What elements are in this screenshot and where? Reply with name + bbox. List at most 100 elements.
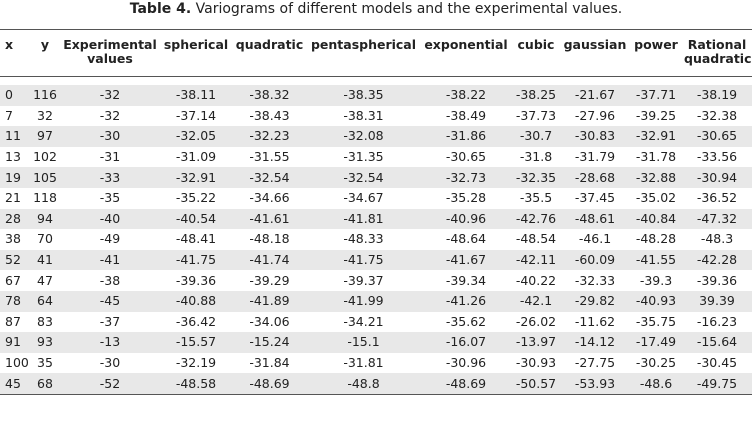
table-cell: -37.73 <box>515 107 557 123</box>
table-cell: -39.36 <box>696 272 738 288</box>
table-cell: -37.14 <box>175 107 217 123</box>
table-cell: 21 <box>5 190 21 206</box>
column-header: Experimental values <box>63 37 157 66</box>
table-cell: -38.49 <box>445 107 487 123</box>
table-cell: -35.75 <box>635 313 677 329</box>
table-cell: 39.39 <box>699 293 735 309</box>
table-cell: -38.31 <box>343 107 384 123</box>
table-cell: 116 <box>33 87 57 103</box>
table-cell: -38 <box>99 272 121 288</box>
table-cell: -31.35 <box>343 149 384 165</box>
table-cell: -31.81 <box>343 355 384 371</box>
table-cell: -32.91 <box>635 128 677 144</box>
table-cell: 78 <box>5 293 21 309</box>
table-cell: -35.22 <box>175 190 217 206</box>
table-row: 13 102 -31 -31.09 -31.55 -31.35 -30.65 -31.8 -31… <box>0 146 752 168</box>
table-cell: -38.32 <box>249 87 290 103</box>
caption-label: Table 4. <box>129 1 192 17</box>
table-cell: -35.62 <box>445 313 487 329</box>
table-cell: -32.54 <box>249 169 290 185</box>
table-cell: -48.28 <box>635 231 677 247</box>
table-cell: 64 <box>37 293 53 309</box>
table-cell: 47 <box>37 272 53 288</box>
table-cell: 67 <box>5 272 21 288</box>
table-cell: 105 <box>33 169 57 185</box>
table-cell: -32.91 <box>175 169 217 185</box>
table-cell: -37 <box>99 313 121 329</box>
table-row: 11 97 -30 -32.05 -32.23 -32.08 -31.86 -30.7 -30.… <box>0 126 752 147</box>
table-cell: -41.81 <box>343 210 384 226</box>
table-cell: -31 <box>99 149 121 165</box>
table-cell: -40.54 <box>175 210 217 226</box>
table-cell: -42.1 <box>519 293 553 309</box>
table-cell: -40.96 <box>445 210 487 226</box>
table-cell: -40.22 <box>515 272 557 288</box>
table-cell: -41.99 <box>343 293 384 309</box>
table-cell: -41.26 <box>445 293 487 309</box>
table-cell: -41.55 <box>635 252 677 268</box>
table-cell: -30.93 <box>515 355 557 371</box>
table-cell: 7 <box>5 107 13 123</box>
column-header: y <box>40 37 50 52</box>
table-cell: 70 <box>37 231 53 247</box>
table-row: 38 70 -49 -48.41 -48.18 -48.33 -48.64 -48.54 -46… <box>0 229 752 250</box>
table-cell: -34.06 <box>249 313 290 329</box>
table-cell: -39.3 <box>639 272 673 288</box>
table-cell: -46.1 <box>578 231 612 247</box>
table-cell: -39.29 <box>249 272 290 288</box>
caption: Table 4. Variograms of different models … <box>0 0 752 18</box>
table-cell: -52 <box>99 375 121 391</box>
column-header: cubic <box>517 37 555 52</box>
table-cell: -31.8 <box>519 149 553 165</box>
table-cell: -35.02 <box>635 190 677 206</box>
table-cell: -35.28 <box>445 190 487 206</box>
table-cell: -32.19 <box>175 355 217 371</box>
table-cell: -30.94 <box>696 169 738 185</box>
table-row: 91 93 -13 -15.57 -15.24 -15.1 -16.07 -13.97 -14.… <box>0 332 752 353</box>
table-cell: -38.22 <box>445 87 487 103</box>
table-row: 78 64 -45 -40.88 -41.89 -41.99 -41.26 -42.1 -29.… <box>0 290 752 312</box>
table-cell: 28 <box>5 210 21 226</box>
table-body: 0 116 -32 -38.11 -38.32 -38.35 -38.22 -38.25 -21… <box>0 76 752 395</box>
table-cell: -35.5 <box>519 190 553 206</box>
column-header: gaussian <box>563 37 627 52</box>
table-cell: 91 <box>5 334 21 350</box>
table-cell: 41 <box>37 252 53 268</box>
column-header: exponential <box>424 37 508 52</box>
table-cell: -48.3 <box>700 231 734 247</box>
table-cell: -48.33 <box>343 231 384 247</box>
table-row: 67 47 -38 -39.36 -39.29 -39.37 -39.34 -40.22 -32… <box>0 270 752 291</box>
column-header: x <box>5 37 14 52</box>
table-cell: -30.45 <box>696 355 738 371</box>
column-header: power <box>634 37 678 52</box>
column-header: pentaspherical <box>310 37 417 52</box>
table-cell: -33.56 <box>696 149 738 165</box>
table-cell: -38.35 <box>343 87 384 103</box>
table-row: 7 32 -32 -37.14 -38.43 -38.31 -38.49 -37.73 -27.… <box>0 105 752 127</box>
table-cell: -30.65 <box>696 128 738 144</box>
table-cell: -30.65 <box>445 149 487 165</box>
table-cell: -48.6 <box>639 375 673 391</box>
table-cell: -32 <box>99 107 121 123</box>
table-cell: -38.25 <box>515 87 557 103</box>
table-cell: 97 <box>37 128 53 144</box>
table-cell: -35 <box>99 190 121 206</box>
table-cell: -34.21 <box>343 313 384 329</box>
table-cell: -36.42 <box>175 313 217 329</box>
table-cell: 35 <box>37 355 53 371</box>
table-cell: -32.05 <box>175 128 217 144</box>
table-cell: -48.69 <box>445 375 487 391</box>
table-cell: -28.68 <box>574 169 616 185</box>
table-cell: -42.28 <box>696 252 738 268</box>
column-header: quadratic <box>235 37 304 52</box>
table-cell: -27.75 <box>574 355 616 371</box>
table-row: 28 94 -40 -40.54 -41.61 -41.81 -40.96 -42.76 -48… <box>0 208 752 230</box>
table-cell: 19 <box>5 169 21 185</box>
table-cell: -41.61 <box>249 210 290 226</box>
table-cell: -45 <box>99 293 121 309</box>
table-cell: -31.84 <box>249 355 290 371</box>
table-cell: -37.71 <box>635 87 677 103</box>
table-cell: -37.45 <box>574 190 616 206</box>
table-cell: 52 <box>5 252 21 268</box>
table-row: 52 41 -41 -41.75 -41.74 -41.75 -41.67 -42.11 -60… <box>0 249 752 271</box>
